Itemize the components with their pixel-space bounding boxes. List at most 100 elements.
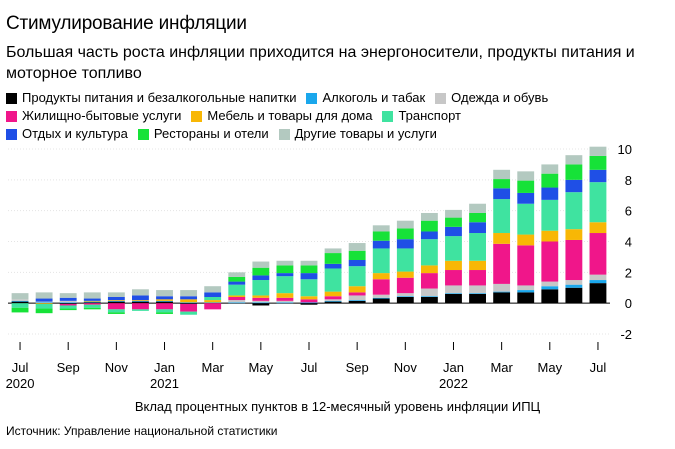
bar-segment <box>565 239 583 281</box>
bar-segment <box>324 268 342 292</box>
chart-subtitle: Большая часть роста инфляции приходится … <box>6 44 635 82</box>
x-tick-label: May <box>249 360 274 375</box>
bar-segment <box>348 295 366 301</box>
x-axis-title: Вклад процентных пунктов в 12-месячный у… <box>134 399 541 414</box>
bar-segment <box>445 236 462 261</box>
bar-segment <box>541 187 559 200</box>
bar-segment <box>589 169 607 183</box>
bar-segment <box>252 303 270 306</box>
bar-segment <box>420 297 438 304</box>
legend-item-clothing: Одежда и обувь <box>435 89 548 107</box>
bar-segment <box>420 231 438 240</box>
bar-segment <box>35 308 53 314</box>
bar-segment <box>517 234 535 246</box>
bar-segment <box>11 303 29 308</box>
bar-segment <box>59 303 77 306</box>
bar-segment <box>589 155 607 170</box>
bar-segment <box>83 292 101 299</box>
bar-segment <box>348 292 366 296</box>
legend-item-restaurants: Рестораны и отели <box>137 125 269 143</box>
bar-segment <box>300 299 318 303</box>
x-tick-label: Mar <box>490 360 513 375</box>
bar-segment <box>252 295 270 298</box>
bar-segment <box>228 272 246 277</box>
bar-segment <box>276 273 294 277</box>
x-tick-year: 2021 <box>150 376 179 391</box>
bar-segment <box>396 277 414 294</box>
x-tick-label: Mar <box>201 360 224 375</box>
bar-segment <box>469 270 486 286</box>
legend-swatch <box>6 92 17 104</box>
bar-segment <box>324 300 342 302</box>
bar-segment <box>11 301 29 304</box>
bar-segment <box>252 302 270 304</box>
legend-swatch <box>137 128 149 140</box>
bar-segment <box>204 302 222 304</box>
bar-segment <box>565 229 583 240</box>
x-tick-label: Jul <box>301 360 318 375</box>
bar-segment <box>396 248 414 272</box>
bar-segment <box>156 309 173 313</box>
legend-swatch <box>435 92 447 104</box>
bar-segment <box>420 273 438 289</box>
legend-swatch <box>306 92 318 104</box>
x-tick-year: 2020 <box>6 376 35 391</box>
bar-segment <box>132 289 149 296</box>
bar-segment <box>180 290 198 297</box>
x-tick-label: Jul <box>590 360 607 375</box>
bar-segment <box>420 239 438 266</box>
bar-segment <box>493 199 511 234</box>
legend-label: Рестораны и отели <box>153 126 269 141</box>
bar-segment <box>445 226 462 237</box>
bar-segment <box>493 283 511 292</box>
x-tick-label: Jan <box>154 360 175 375</box>
bar-segment <box>252 261 270 268</box>
bar-segment <box>59 308 77 311</box>
legend-swatch <box>6 110 17 122</box>
bar-segment <box>11 300 29 302</box>
bar-segment <box>132 301 149 304</box>
bar-segment <box>396 220 414 229</box>
y-tick-label: 0 <box>625 296 632 311</box>
bar-segment <box>324 248 342 254</box>
bar-segment <box>396 297 414 304</box>
bar-segment <box>565 287 583 304</box>
bar-segment <box>11 293 29 300</box>
bar-segment <box>396 296 414 297</box>
bar-segment <box>156 290 173 297</box>
bar-segment <box>396 271 414 278</box>
bar-segment <box>565 280 583 285</box>
bar-segment <box>228 297 246 301</box>
bar-segment <box>228 295 246 297</box>
bar-segment <box>252 280 270 296</box>
legend-item-furniture: Мебель и товары для дома <box>191 107 372 125</box>
x-tick-year: 2022 <box>439 376 468 391</box>
bar-segment <box>589 274 607 281</box>
y-tick-label: -2 <box>620 327 632 342</box>
bar-segment <box>156 301 173 304</box>
bar-segment <box>180 303 198 312</box>
bar-segment <box>276 302 294 304</box>
bar-segment <box>493 291 511 293</box>
bar-segment <box>565 155 583 165</box>
bar-segment <box>469 222 486 234</box>
bar-segment <box>204 292 222 297</box>
bar-segment <box>252 300 270 303</box>
legend-label: Одежда и обувь <box>451 90 549 105</box>
bar-segment <box>300 260 318 266</box>
bar-segment <box>132 309 149 311</box>
bar-segment <box>132 303 149 310</box>
bar-segment <box>324 291 342 297</box>
bar-segment <box>324 263 342 269</box>
bar-segment <box>107 309 125 313</box>
bar-segment <box>107 292 125 297</box>
bar-segment <box>372 294 390 298</box>
bar-segment <box>59 303 77 304</box>
bar-segment <box>180 311 198 315</box>
bar-segment <box>83 307 101 310</box>
bar-segment <box>204 300 222 303</box>
bar-segment <box>11 307 29 313</box>
legend-label: Транспорт <box>398 108 461 123</box>
bar-segment <box>493 188 511 200</box>
bar-segment <box>276 293 294 298</box>
